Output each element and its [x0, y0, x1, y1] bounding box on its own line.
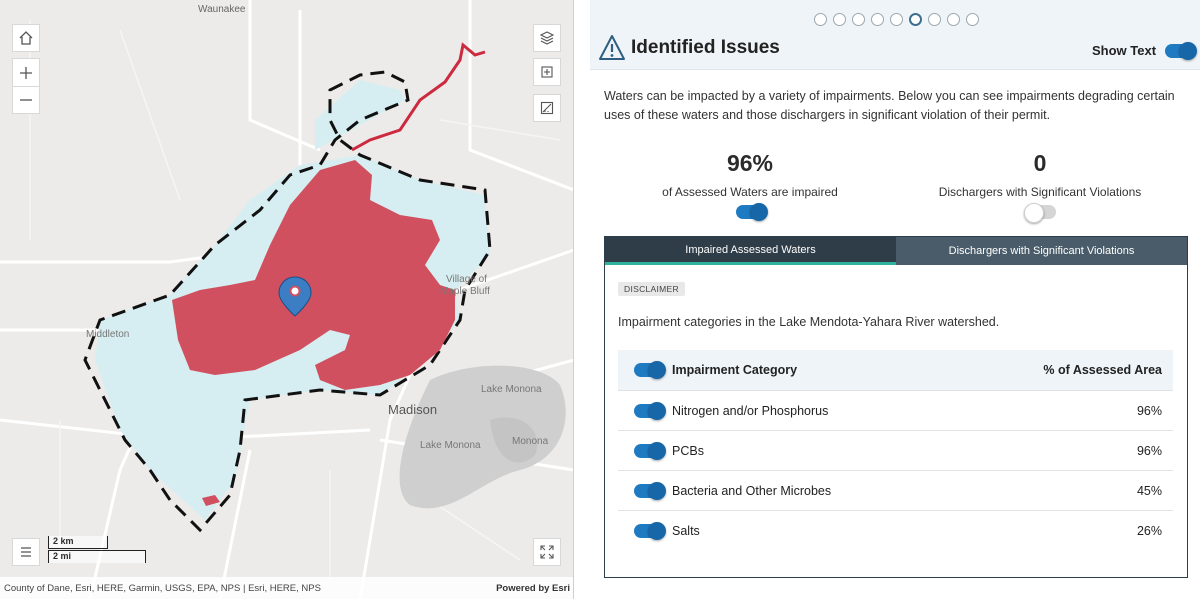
home-button[interactable] [12, 24, 40, 52]
row-area: 96% [1136, 443, 1162, 458]
lake-monona-inner [490, 417, 538, 463]
map-label-waunakee: Waunakee [198, 4, 246, 15]
map-label-middleton: Middleton [86, 329, 130, 340]
measure-button[interactable] [533, 94, 561, 122]
pager-dot-8[interactable] [947, 13, 960, 26]
lake-monona [399, 365, 566, 509]
location-marker[interactable] [278, 276, 312, 317]
pager-dot-4[interactable] [871, 13, 884, 26]
show-text-toggle[interactable] [1165, 42, 1197, 60]
map-label-village: Village of [446, 274, 487, 285]
pager-dot-3[interactable] [852, 13, 865, 26]
impairment-table: Impairment Category % of Assessed Area N… [618, 350, 1173, 551]
impaired-waters-toggle[interactable] [736, 203, 768, 221]
map-label-monona: Monona [512, 436, 549, 447]
stat-impaired: 96% of Assessed Waters are impaired [620, 150, 880, 199]
pager-dot-7[interactable] [928, 13, 941, 26]
map-canvas[interactable] [0, 0, 574, 599]
issues-panel: Identified Issues Show Text Waters can b… [590, 0, 1200, 599]
tab-dischargers[interactable]: Dischargers with Significant Violations [896, 237, 1187, 265]
map-label-lake-monona-2: Lake Monona [420, 440, 481, 451]
table-row: Nitrogen and/or Phosphorus 96% [618, 391, 1173, 431]
page-pager[interactable] [814, 13, 979, 26]
layers-icon [539, 31, 555, 45]
row-toggle-nitrogen[interactable] [634, 401, 666, 420]
pager-dot-9[interactable] [966, 13, 979, 26]
row-category: Nitrogen and/or Phosphorus [672, 403, 829, 418]
table-description: Impairment categories in the Lake Mendot… [618, 315, 1000, 329]
pager-dot-5[interactable] [890, 13, 903, 26]
map-panel[interactable]: Waunakee Village of Maple Bluff Middleto… [0, 0, 574, 599]
scale-mi: 2 mi [48, 550, 146, 563]
row-area: 96% [1136, 403, 1162, 418]
table-row: Bacteria and Other Microbes 45% [618, 471, 1173, 511]
header-area: % of Assessed Area [1043, 363, 1162, 377]
pager-dot-2[interactable] [833, 13, 846, 26]
disclaimer-badge[interactable]: DISCLAIMER [618, 282, 685, 296]
layers-button[interactable] [533, 24, 561, 52]
map-label-maple-bluff: Maple Bluff [440, 286, 490, 297]
pager-dot-1[interactable] [814, 13, 827, 26]
impaired-small-water [202, 495, 220, 506]
row-category: PCBs [672, 443, 704, 458]
scale-bar: 2 km 2 mi [48, 536, 146, 566]
dischargers-toggle[interactable] [1024, 203, 1056, 223]
intro-text: Waters can be impacted by a variety of i… [604, 89, 1175, 122]
pager-dot-6[interactable] [909, 13, 922, 26]
list-icon [21, 547, 31, 557]
map-label-lake-monona-1: Lake Monona [481, 384, 542, 395]
map-label-madison: Madison [388, 402, 438, 417]
panel-header: Identified Issues Show Text [590, 0, 1200, 70]
row-toggle-pcbs[interactable] [634, 441, 666, 460]
table-row: Salts 26% [618, 511, 1173, 551]
zoom-in-button[interactable] [12, 58, 40, 86]
page-title: Identified Issues [631, 37, 780, 58]
table-header-row: Impairment Category % of Assessed Area [618, 350, 1173, 391]
stat-impaired-caption: of Assessed Waters are impaired [662, 185, 838, 199]
tab-bar: Impaired Assessed Waters Dischargers wit… [605, 237, 1187, 265]
table-row: PCBs 96% [618, 431, 1173, 471]
row-category: Bacteria and Other Microbes [672, 483, 832, 498]
impaired-river [351, 42, 486, 152]
row-category: Salts [672, 524, 700, 538]
expand-icon [540, 545, 554, 559]
scale-km: 2 km [48, 536, 108, 549]
watershed-boundary [83, 70, 492, 533]
row-area: 26% [1136, 524, 1162, 538]
attribution-text: County of Dane, Esri, HERE, Garmin, USGS… [4, 582, 321, 594]
minus-icon [20, 99, 32, 101]
powered-by-link[interactable]: Powered by Esri [496, 582, 570, 594]
header-category: Impairment Category [672, 363, 798, 377]
map-attribution: County of Dane, Esri, HERE, Garmin, USGS… [0, 577, 573, 599]
measure-icon [540, 101, 554, 115]
zoom-out-button[interactable] [12, 86, 40, 114]
home-icon [19, 31, 33, 45]
tab-container: Impaired Assessed Waters Dischargers wit… [604, 236, 1188, 578]
show-text-label: Show Text [1092, 43, 1157, 58]
stat-dischargers-value: 0 [1033, 150, 1047, 176]
impaired-lake-mendota [172, 160, 455, 390]
fullscreen-button[interactable] [533, 538, 561, 566]
stat-dischargers: 0 Dischargers with Significant Violation… [910, 150, 1170, 199]
plus-icon [20, 66, 32, 79]
row-area: 45% [1136, 483, 1162, 498]
tab-impaired-waters[interactable]: Impaired Assessed Waters [605, 237, 896, 265]
stat-impaired-value: 96% [726, 150, 774, 176]
list-button[interactable] [12, 538, 40, 566]
row-toggle-bacteria[interactable] [634, 481, 666, 500]
stat-dischargers-caption: Dischargers with Significant Violations [938, 185, 1142, 199]
row-toggle-salts[interactable] [634, 522, 666, 540]
warning-icon [599, 35, 625, 60]
legend-button[interactable] [533, 58, 561, 86]
all-categories-toggle[interactable] [634, 361, 666, 379]
add-box-icon [541, 66, 553, 78]
